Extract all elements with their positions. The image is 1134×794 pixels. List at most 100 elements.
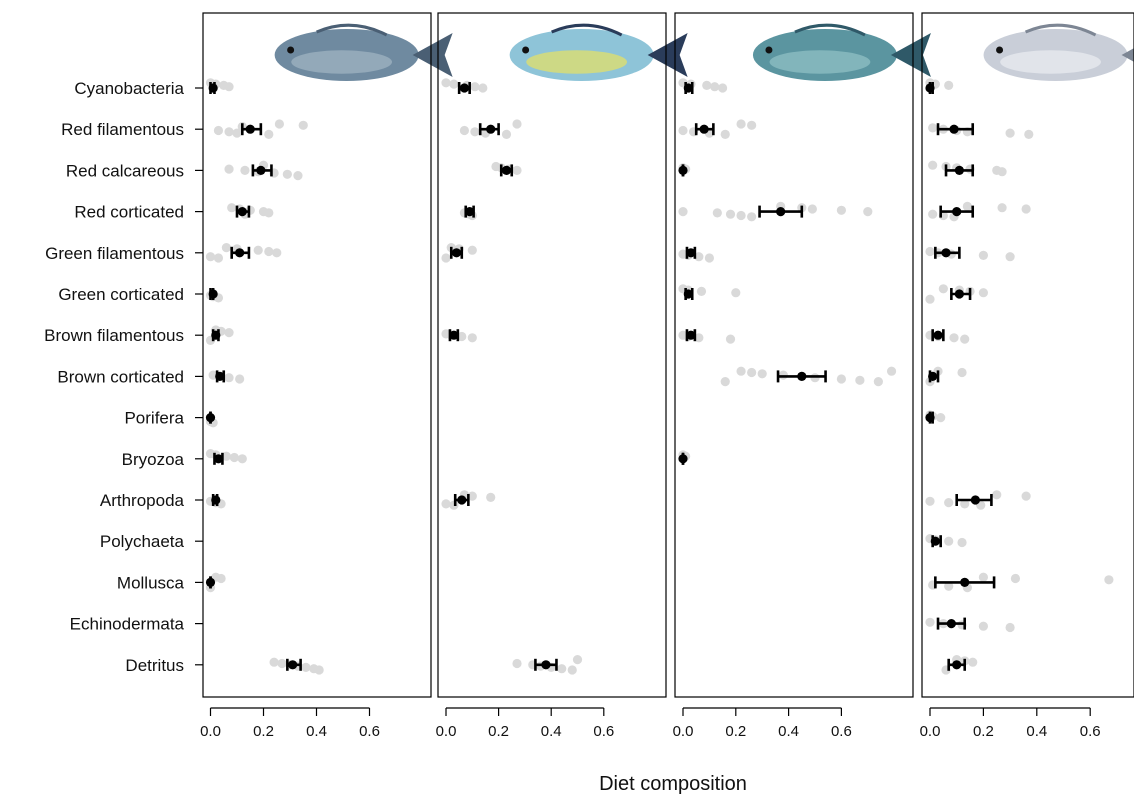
mean-ci-mark — [205, 411, 216, 424]
raw-point — [736, 210, 746, 221]
fish-icon-surgeonfish — [274, 23, 453, 81]
category-label: Arthropoda — [100, 491, 185, 510]
raw-point — [274, 119, 284, 129]
raw-point — [807, 204, 817, 214]
raw-point — [960, 334, 970, 344]
raw-point — [944, 498, 954, 508]
raw-point — [272, 248, 282, 258]
raw-point — [997, 203, 1007, 213]
mean-ci-mark — [211, 329, 221, 342]
raw-point — [978, 250, 989, 260]
category-label: Mollusca — [117, 573, 185, 592]
raw-point — [512, 658, 522, 669]
x-axis: 0.0 0.2 0.4 0.6 — [436, 707, 614, 740]
x-tick-label: 0.0 — [436, 723, 457, 740]
raw-point — [863, 207, 873, 217]
mean-ci-mark — [925, 82, 935, 94]
raw-point — [1010, 573, 1021, 584]
mean-ci-mark — [934, 246, 961, 259]
mean-ci-mark — [251, 164, 273, 177]
mean-ci-mark — [936, 123, 975, 136]
category-label: Brown filamentous — [44, 326, 184, 345]
panel-3: 0.0 0.2 0.4 0.6 — [673, 12, 931, 740]
raw-point — [441, 253, 451, 263]
raw-point — [457, 331, 467, 342]
raw-point — [997, 167, 1007, 177]
raw-point — [205, 252, 216, 262]
raw-point — [928, 123, 938, 133]
mean-ci-mark — [286, 658, 302, 671]
raw-point — [968, 657, 978, 667]
raw-point — [736, 119, 746, 129]
raw-point — [221, 451, 231, 461]
raw-point — [441, 78, 451, 88]
mean-ci-mark — [950, 288, 972, 300]
raw-point — [725, 209, 736, 219]
raw-point — [567, 665, 577, 675]
mean-ci-mark — [955, 494, 993, 506]
raw-point — [1005, 128, 1015, 138]
raw-point — [936, 413, 946, 423]
panel-2: 0.0 0.2 0.4 0.6 — [436, 12, 688, 740]
mean-ci-mark — [678, 164, 688, 177]
raw-point — [221, 243, 231, 253]
raw-point — [264, 246, 274, 257]
mean-ci-mark — [211, 494, 221, 506]
x-tick-label: 0.2 — [488, 723, 509, 740]
raw-point — [938, 284, 948, 294]
raw-point — [925, 246, 935, 257]
raw-point — [978, 288, 989, 298]
panel-frame — [202, 12, 432, 698]
raw-point — [293, 171, 303, 181]
x-axis: 0.0 0.2 0.4 0.6 — [673, 707, 852, 740]
raw-point — [757, 369, 767, 379]
x-tick-label: 0.6 — [593, 723, 614, 740]
raw-point — [224, 328, 234, 338]
mean-ci-mark — [947, 658, 967, 671]
raw-point — [731, 288, 741, 298]
x-tick-label: 0.4 — [306, 723, 327, 740]
panel-frame — [921, 12, 1134, 698]
raw-point — [1024, 129, 1034, 139]
x-axis-title: Diet composition — [599, 773, 747, 794]
fish-icon-sea-chub — [983, 23, 1134, 81]
panel-frame — [674, 12, 914, 698]
raw-point — [572, 655, 583, 665]
fish-icon-chub — [752, 23, 931, 81]
mean-ci-mark — [453, 494, 470, 506]
raw-point — [949, 333, 959, 343]
raw-point — [224, 127, 234, 137]
mean-ci-mark — [208, 288, 218, 300]
raw-point — [944, 536, 954, 546]
raw-point — [925, 496, 935, 506]
category-label: Brown corticated — [57, 367, 184, 386]
raw-point — [725, 334, 736, 344]
category-label: Echinodermata — [70, 615, 185, 634]
raw-point — [512, 165, 522, 175]
panel-4: 0.0 0.2 0.4 0.6 — [920, 12, 1134, 740]
category-label: Bryozoa — [122, 450, 185, 469]
mean-ci-mark — [464, 205, 475, 218]
raw-point — [1021, 491, 1031, 501]
raw-point — [957, 367, 967, 378]
category-label: Red filamentous — [61, 120, 184, 139]
raw-point — [232, 128, 242, 138]
category-label: Green filamentous — [45, 244, 184, 263]
raw-point — [944, 581, 954, 591]
mean-ci-mark — [448, 329, 460, 342]
x-tick-label: 0.2 — [725, 723, 746, 740]
raw-point — [277, 658, 287, 669]
mean-ci-mark — [934, 576, 996, 589]
raw-point — [470, 82, 480, 92]
raw-point — [836, 374, 847, 384]
mean-ci-mark — [230, 246, 251, 259]
raw-point — [704, 253, 715, 263]
panel-frame — [437, 12, 667, 698]
raw-point — [836, 205, 847, 215]
raw-point — [886, 366, 897, 376]
x-tick-label: 0.6 — [1080, 723, 1101, 740]
raw-point — [235, 374, 245, 384]
mean-ci-mark — [208, 82, 218, 94]
raw-point — [269, 657, 279, 667]
raw-point — [213, 125, 224, 136]
